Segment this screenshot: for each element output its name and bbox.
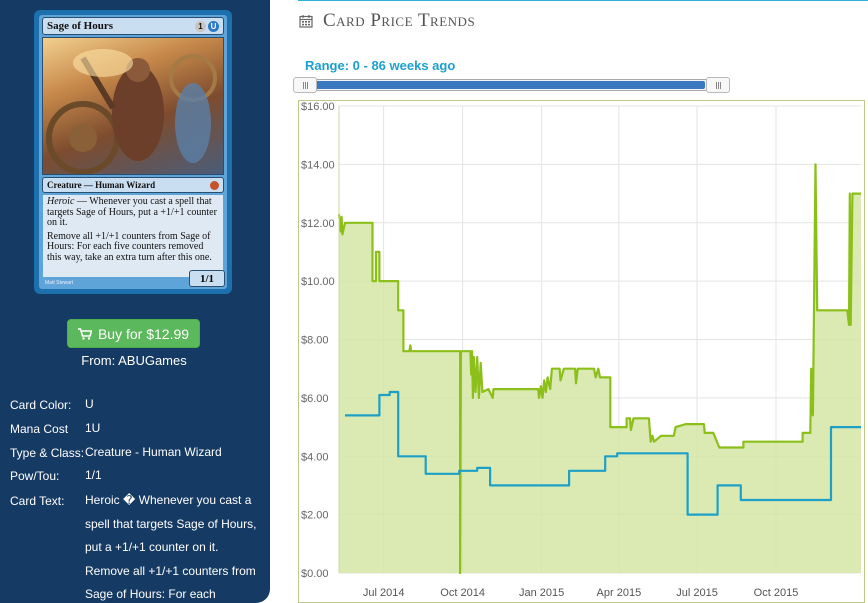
header-rule [298, 0, 868, 1]
chart-series [337, 163, 861, 575]
card-rules-ability: Remove all +1/+1 counters from Sage of H… [47, 230, 212, 263]
card-frame: Sage of Hours 1 U Cr [39, 15, 227, 289]
info-value: Creature - Human Wizard [85, 445, 222, 459]
page-title-text: Card Price Trends [323, 10, 476, 31]
card-artwork [42, 37, 224, 175]
range-slider[interactable] [293, 77, 730, 93]
card-image: Sage of Hours 1 U Cr [34, 10, 232, 294]
y-tick-label: $4.00 [301, 451, 329, 463]
buy-button-label: Buy for $12.99 [97, 325, 190, 342]
calendar-icon [299, 15, 313, 28]
series-line-1 [345, 390, 861, 516]
y-tick-label: $14.00 [301, 159, 335, 171]
x-tick-label: Jul 2015 [676, 587, 718, 599]
heroic-keyword: Heroic [47, 196, 75, 207]
power-toughness-box: 1/1 [189, 270, 225, 287]
x-tick-label: Oct 2014 [440, 587, 485, 599]
sidebar: Sage of Hours 1 U Cr [0, 0, 270, 603]
range-slider-handle-min[interactable] [293, 77, 317, 93]
info-value: 1/1 [85, 468, 102, 482]
card-rules-heroic: Heroic — Whenever you cast a spell that … [47, 196, 219, 229]
info-value: 1U [85, 421, 101, 435]
blue-mana-icon: U [208, 20, 219, 32]
price-chart-svg: $0.00 $2.00 $4.00 $6.00 $8.00 $10.00 $12.00 $14… [299, 101, 864, 602]
card-name: Sage of Hours [47, 20, 113, 32]
seller-name: From: ABUGames [81, 353, 187, 368]
info-label: Card Text: [10, 494, 65, 508]
x-tick-label: Apr 2015 [597, 587, 642, 599]
y-tick-label: $6.00 [301, 393, 329, 405]
buy-button[interactable]: Buy for $12.99 [67, 319, 200, 348]
y-tick-label: $2.00 [301, 510, 329, 522]
set-symbol-icon [210, 180, 219, 190]
y-tick-label: $8.00 [301, 335, 329, 347]
info-label: Type & Class: [10, 446, 85, 460]
range-slider-handle-max[interactable] [706, 77, 730, 93]
card-type-bar: Creature — Human Wizard [42, 177, 224, 193]
x-tick-label: Oct 2015 [754, 587, 799, 599]
artist-credit: Matt Stewart [45, 280, 74, 286]
range-slider-selection [298, 81, 705, 89]
x-tick-label: Jan 2015 [519, 587, 564, 599]
range-label: Range: 0 - 86 weeks ago [305, 58, 456, 73]
info-label: Pow/Tou: [10, 469, 60, 483]
mana-cost-symbols: 1 U [195, 20, 219, 32]
info-label: Mana Cost [10, 422, 69, 436]
cart-icon [77, 327, 92, 340]
chart-y-axis: $0.00 $2.00 $4.00 $6.00 $8.00 $10.00 $12.00 $14… [301, 101, 340, 580]
generic-mana-icon: 1 [195, 20, 206, 32]
price-chart: $0.00 $2.00 $4.00 $6.00 $8.00 $10.00 $12.00 $14… [298, 100, 865, 603]
artwork-illustration [46, 49, 217, 174]
y-tick-label: $16.00 [301, 101, 335, 113]
info-label: Card Color: [10, 398, 72, 412]
y-tick-label: $12.00 [301, 218, 335, 230]
chart-x-axis: Jul 2014 Oct 2014 Jan 2015 Apr 2015 Jul 2015… [363, 587, 798, 599]
x-tick-label: Jul 2014 [363, 587, 405, 599]
y-tick-label: $10.00 [301, 276, 335, 288]
card-type-line: Creature — Human Wizard [47, 180, 156, 190]
card-name-bar: Sage of Hours 1 U [42, 17, 224, 35]
info-value: U [85, 397, 94, 411]
card-rules-text: Heroic — Whenever you cast a spell that … [43, 195, 223, 277]
heroic-text: — Whenever you cast a spell that targets… [47, 196, 217, 228]
y-tick-label: $0.00 [301, 568, 329, 580]
page-title: Card Price Trends [299, 10, 475, 32]
series-line-0 [337, 163, 861, 575]
info-value: Heroic � Whenever you cast a spell that … [85, 493, 257, 601]
